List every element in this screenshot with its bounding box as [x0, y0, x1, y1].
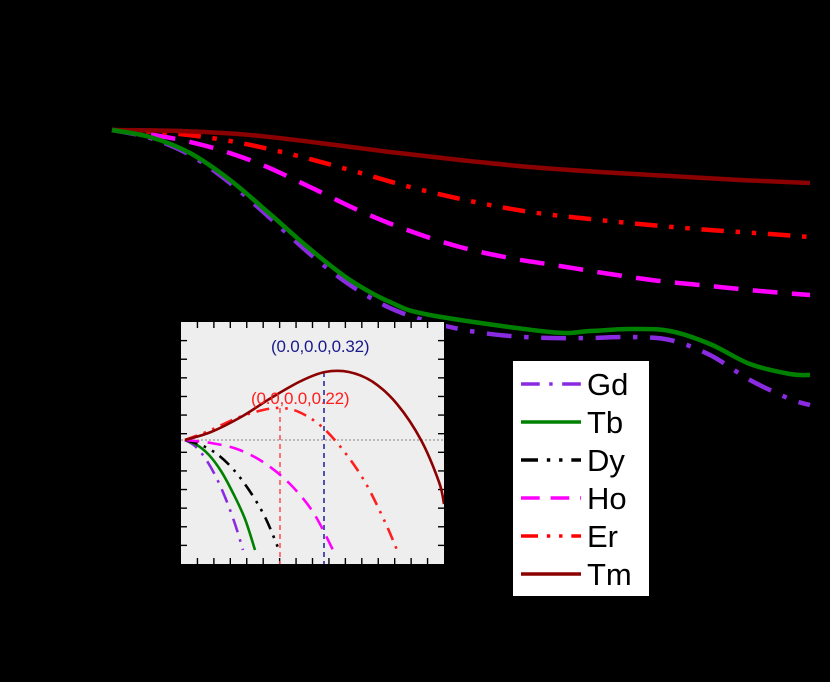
legend-swatch-er — [520, 527, 582, 545]
inset-curve-ho — [184, 438, 335, 551]
legend-label: Tb — [587, 404, 624, 440]
inset-curve-dy — [184, 438, 281, 551]
legend-swatch-dy — [520, 451, 582, 469]
legend-label: Gd — [587, 366, 629, 402]
inset-curve-gd — [184, 438, 245, 551]
curve-gd — [111, 127, 811, 408]
legend-item-ho[interactable]: Ho — [513, 479, 649, 517]
legend-item-gd[interactable]: Gd — [513, 365, 649, 403]
legend-label: Er — [587, 518, 618, 554]
legend-item-tb[interactable]: Tb — [513, 403, 649, 441]
inset-annotation-er: (0.0,0.0,0.22) — [251, 389, 350, 408]
legend-item-tm[interactable]: Tm — [513, 555, 649, 593]
inset-plot: (0.0,0.0,0.32) (0.0,0.0,0.22) — [179, 320, 446, 566]
curve-ho — [111, 127, 811, 298]
curve-er — [111, 127, 811, 240]
inset-curve-tb — [184, 438, 257, 551]
legend-swatch-gd — [520, 375, 582, 393]
curve-tb — [111, 127, 811, 378]
curve-tm — [111, 127, 811, 186]
legend-swatch-tm — [520, 565, 582, 583]
curve-dy — [111, 127, 811, 408]
legend-swatch-tb — [520, 413, 582, 431]
legend-swatch-ho — [520, 489, 582, 507]
legend-label: Tm — [587, 556, 632, 592]
legend-label: Dy — [587, 442, 625, 478]
inset-plot-area — [181, 322, 444, 564]
inset-annotation-tm: (0.0,0.0,0.32) — [271, 337, 370, 356]
legend-item-er[interactable]: Er — [513, 517, 649, 555]
legend-item-dy[interactable]: Dy — [513, 441, 649, 479]
inset-curve-er — [184, 406, 399, 551]
legend: Gd Tb Dy Ho Er Tm — [511, 359, 651, 598]
legend-label: Ho — [587, 480, 627, 516]
inset-curve-tm — [184, 369, 444, 505]
